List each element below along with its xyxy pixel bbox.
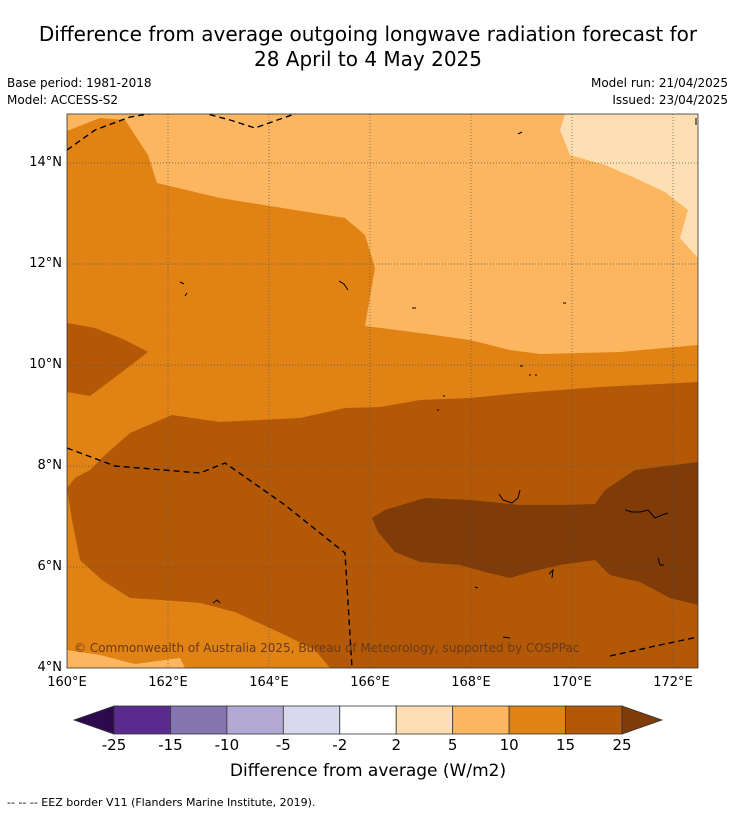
anomaly-region-15-25-west: [67, 323, 148, 396]
y-tick-label: 12°N: [29, 256, 62, 271]
colorbar-tick-label: -10: [214, 736, 240, 754]
colorbar-boxes: [113, 705, 623, 735]
base-period: Base period: 1981-2018: [7, 76, 152, 90]
gridlines: [67, 114, 698, 668]
anomaly-region-5-10-north: [67, 114, 698, 354]
x-tick-label: 166°E: [350, 675, 390, 690]
colorbar-tick-label: -5: [275, 736, 291, 754]
colorbar-tick-label: -15: [158, 736, 183, 754]
x-tick-label: 172°E: [653, 675, 693, 690]
y-tick-label: 6°N: [37, 559, 63, 574]
x-tick-label: 162°E: [148, 675, 188, 690]
colorbar-box: [170, 705, 228, 735]
copyright-watermark: © Commonwealth of Australia 2025, Bureau…: [74, 641, 580, 655]
y-tick-label: 8°N: [37, 458, 63, 473]
colorbar-under-arrow: [72, 705, 115, 735]
map-frame: [66, 113, 699, 669]
anomaly-region-over-25: [372, 462, 698, 605]
colorbar-box: [452, 705, 510, 735]
colorbar-tick-label: 15: [556, 736, 576, 754]
eez-borders: [67, 114, 698, 668]
x-tick-label: 170°E: [552, 675, 592, 690]
issued-date: Issued: 23/04/2025: [612, 93, 728, 107]
colorbar-label: Difference from average (W/m2): [229, 761, 507, 781]
eez-footnote: -- -- -- EEZ border V11 (Flanders Marine…: [7, 796, 316, 809]
colorbar-box: [565, 705, 623, 735]
colorbar-box: [508, 705, 566, 735]
chart-title: Difference from average outgoing longwav…: [0, 22, 736, 72]
x-tick-label: 160°E: [47, 675, 87, 690]
y-tick-label: 14°N: [29, 155, 62, 170]
model-run: Model run: 21/04/2025: [590, 76, 728, 90]
colorbar-tick-label: 2: [391, 736, 401, 754]
colorbar-tick-label: -2: [332, 736, 348, 754]
colorbar-box: [282, 705, 341, 735]
colorbar-box: [113, 705, 171, 735]
title-line-2: 28 April to 4 May 2025: [254, 47, 482, 71]
title-line-1: Difference from average outgoing longwav…: [38, 22, 698, 46]
x-tick-label: 164°E: [249, 675, 289, 690]
colorbar-tick-label: 25: [612, 736, 632, 754]
meta-left: Base period: 1981-2018 Model: ACCESS-S2: [7, 75, 152, 109]
colorbar-box: [395, 705, 454, 735]
anomaly-region-2-5-northeast: [560, 114, 698, 258]
model-name: Model: ACCESS-S2: [7, 93, 119, 107]
colorbar: [72, 705, 664, 735]
colorbar-box: [339, 705, 397, 735]
colorbar-box: [226, 705, 284, 735]
meta-right: Model run: 21/04/2025 Issued: 23/04/2025: [591, 75, 728, 109]
colorbar-tick-label: 10: [499, 736, 519, 754]
x-tick-label: 168°E: [451, 675, 491, 690]
colorbar-tick-label: 5: [447, 736, 458, 754]
anomaly-region-5-10-south: [67, 650, 185, 668]
y-tick-label: 4°N: [37, 660, 63, 675]
y-tick-label: 10°N: [29, 357, 62, 372]
map-panel: [67, 114, 698, 668]
colorbar-tick-label: -25: [101, 736, 127, 754]
colorbar-over-arrow: [621, 705, 664, 735]
islands: [179, 118, 697, 639]
